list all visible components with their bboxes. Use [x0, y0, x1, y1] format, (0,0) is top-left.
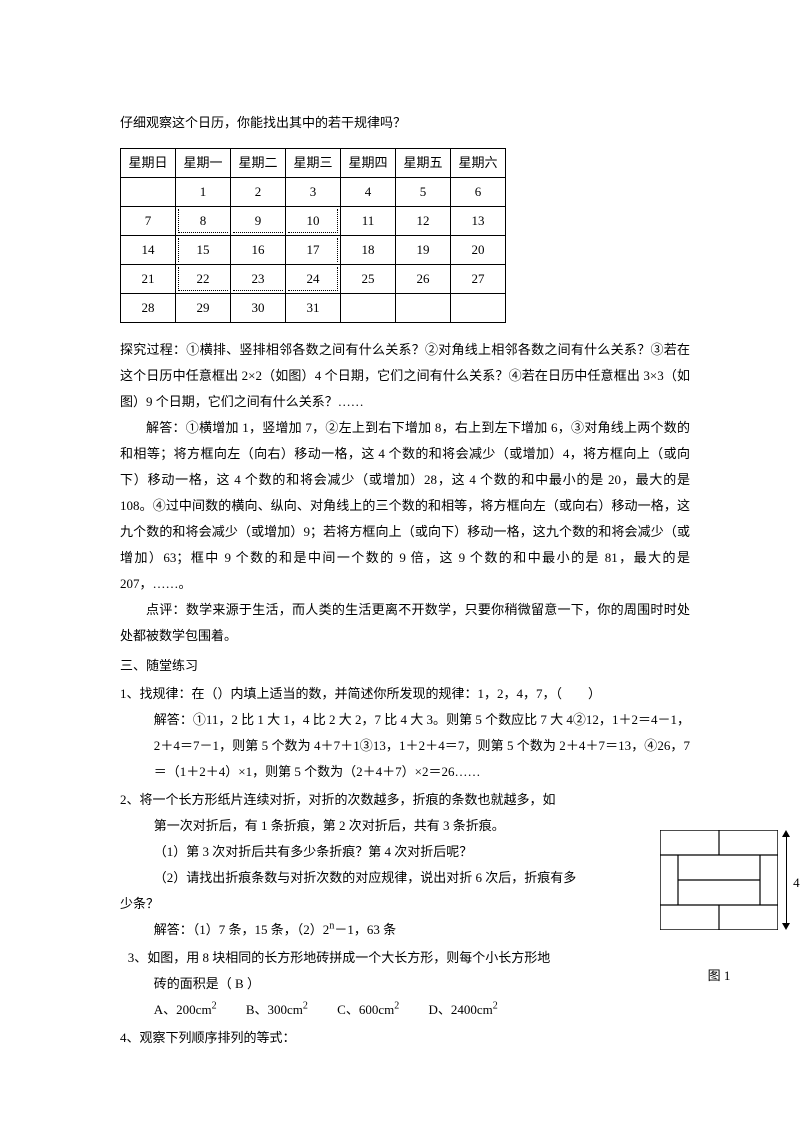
cal-cell: 10 — [286, 207, 341, 236]
cal-cell: 28 — [121, 294, 176, 323]
intro-text: 仔细观察这个日历，你能找出其中的若干规律吗？ — [120, 110, 690, 136]
cal-cell: 17 — [286, 236, 341, 265]
cal-cell: 23 — [231, 265, 286, 294]
calendar-table: 星期日 星期一 星期二 星期三 星期四 星期五 星期六 1 2 3 4 5 6 … — [120, 148, 506, 323]
cal-cell: 26 — [396, 265, 451, 294]
cal-cell: 21 — [121, 265, 176, 294]
calendar-row: 28 29 30 31 — [121, 294, 506, 323]
cal-cell: 4 — [341, 178, 396, 207]
q2-head: 2、将一个长方形纸片连续对折，对折的次数越多，折痕的条数也就越多，如 — [120, 787, 610, 813]
cal-head: 星期日 — [121, 149, 176, 178]
q2-line3: （2）请找出折痕条数与对折次数的对应规律，说出对折 6 次后，折痕有多 — [120, 865, 610, 891]
q1-body: 解答：①11，2 比 1 大 1，4 比 2 大 2，7 比 4 大 3。则第 … — [120, 707, 690, 785]
cal-cell: 20 — [451, 236, 506, 265]
cal-head: 星期六 — [451, 149, 506, 178]
calendar-row: 1 2 3 4 5 6 — [121, 178, 506, 207]
q2-answer: 解答：（1）7 条，15 条，（2）2n－1，63 条 — [120, 917, 610, 943]
cal-cell: 7 — [121, 207, 176, 236]
q3-head: 3、如图，用 8 块相同的长方形地砖拼成一个大长方形，则每个小长方形地 — [128, 945, 618, 971]
question-1: 1、找规律：在（）内填上适当的数，并简述你所发现的规律：1，2，4，7，（ ） … — [120, 681, 690, 785]
calendar-row: 21 22 23 24 25 26 27 — [121, 265, 506, 294]
cal-head: 星期二 — [231, 149, 286, 178]
cal-cell: 22 — [176, 265, 231, 294]
comment-text: 点评：数学来源于生活，而人类的生活更离不开数学，只要你稍微留意一下，你的周围时时… — [120, 597, 690, 649]
cal-cell: 16 — [231, 236, 286, 265]
cal-cell: 11 — [341, 207, 396, 236]
figure-1: 40cm 图 1 — [644, 830, 794, 989]
answer-text: 解答：①横增加 1，竖增加 7，②左上到右下增加 8，右上到左下增加 6，③对角… — [120, 415, 690, 597]
cal-cell: 29 — [176, 294, 231, 323]
cal-cell: 2 — [231, 178, 286, 207]
figure-caption: 图 1 — [644, 963, 794, 989]
cal-cell: 27 — [451, 265, 506, 294]
cal-head: 星期四 — [341, 149, 396, 178]
cal-cell: 30 — [231, 294, 286, 323]
cal-cell: 5 — [396, 178, 451, 207]
cal-cell: 19 — [396, 236, 451, 265]
question-2: 2、将一个长方形纸片连续对折，对折的次数越多，折痕的条数也就越多，如 第一次对折… — [120, 787, 610, 943]
cal-cell — [451, 294, 506, 323]
cal-cell: 18 — [341, 236, 396, 265]
calendar-row: 14 15 16 17 18 19 20 — [121, 236, 506, 265]
dimension-arrow-icon — [782, 830, 790, 930]
section-heading: 三、随堂练习 — [120, 653, 690, 679]
tile-diagram: 40cm — [660, 830, 778, 930]
explore-text: 探究过程：①横排、竖排相邻各数之间有什么关系？②对角线上相邻各数之间有什么关系？… — [120, 337, 690, 415]
q3-options: A、200cm2 B、300cm2 C、600cm2 D、2400cm2 — [128, 997, 618, 1023]
cal-cell: 1 — [176, 178, 231, 207]
q2-line2: （1）第 3 次对折后共有多少条折痕？第 4 次对折后呢？ — [120, 839, 610, 865]
cal-cell: 6 — [451, 178, 506, 207]
calendar-row: 7 8 9 10 11 12 13 — [121, 207, 506, 236]
cal-cell: 15 — [176, 236, 231, 265]
q3-line2: 砖的面积是（ B ） — [128, 971, 618, 997]
cal-cell: 13 — [451, 207, 506, 236]
calendar-header-row: 星期日 星期一 星期二 星期三 星期四 星期五 星期六 — [121, 149, 506, 178]
cal-cell — [341, 294, 396, 323]
cal-cell: 24 — [286, 265, 341, 294]
q2-line1: 第一次对折后，有 1 条折痕，第 2 次对折后，共有 3 条折痕。 — [120, 813, 610, 839]
cal-cell: 31 — [286, 294, 341, 323]
question-4: 4、观察下列顺序排列的等式： — [120, 1025, 690, 1051]
cal-cell: 14 — [121, 236, 176, 265]
cal-cell: 25 — [341, 265, 396, 294]
cal-cell: 3 — [286, 178, 341, 207]
cal-head: 星期三 — [286, 149, 341, 178]
cal-cell: 12 — [396, 207, 451, 236]
q1-head: 1、找规律：在（）内填上适当的数，并简述你所发现的规律：1，2，4，7，（ ） — [120, 681, 690, 707]
dimension-label: 40cm — [793, 870, 800, 896]
cal-head: 星期一 — [176, 149, 231, 178]
cal-cell — [396, 294, 451, 323]
cal-cell: 8 — [176, 207, 231, 236]
cal-cell — [121, 178, 176, 207]
q2-line3b: 少条？ — [120, 891, 610, 917]
cal-head: 星期五 — [396, 149, 451, 178]
cal-cell: 9 — [231, 207, 286, 236]
question-3: 3、如图，用 8 块相同的长方形地砖拼成一个大长方形，则每个小长方形地 砖的面积… — [128, 945, 618, 1023]
